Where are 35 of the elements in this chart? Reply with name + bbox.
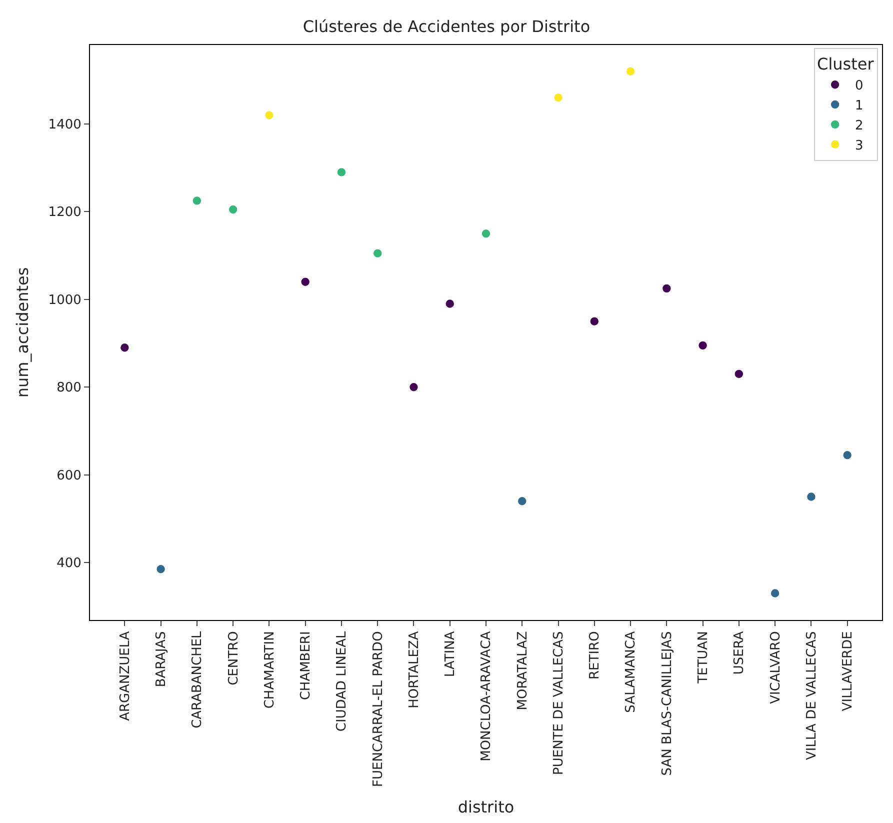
x-tick-label: MONCLOA-ARAVACA — [479, 631, 494, 762]
x-axis-title: distrito — [458, 798, 514, 817]
legend-label: 1 — [855, 98, 864, 114]
y-tick-label: 400 — [56, 556, 82, 572]
x-tick-label: SAN BLAS-CANILLEJAS — [660, 631, 675, 776]
x-tick-label: VILLAVERDE — [840, 631, 856, 712]
x-tick-label: RETIRO — [588, 631, 603, 680]
x-tick-label: ARGANZUELA — [118, 631, 133, 721]
y-axis-title: num_accidentes — [13, 267, 32, 398]
y-tick-label: 600 — [56, 468, 82, 484]
x-tick-label: FUENCARRAL-EL PARDO — [370, 631, 386, 788]
x-tick-label: MORATALAZ — [515, 631, 530, 710]
x-tick-label: CIUDAD LINEAL — [334, 630, 350, 732]
x-tick-label: BARAJAS — [154, 631, 170, 688]
x-tick-label: VICALVARO — [768, 631, 784, 704]
y-tick-label: 1000 — [48, 292, 82, 308]
legend-label: 3 — [855, 138, 864, 154]
y-tick-label: 800 — [56, 380, 82, 396]
x-tick-label: CENTRO — [226, 631, 242, 686]
x-tick-label: CHAMARTIN — [262, 631, 278, 709]
x-tick-label: PUENTE DE VALLECAS — [551, 631, 566, 776]
x-tick-label: SALAMANCA — [624, 631, 639, 713]
chart-title: Clústeres de Accidentes por Distrito — [302, 16, 590, 36]
x-tick-label: CHAMBERI — [298, 631, 314, 700]
y-tick-label: 1200 — [48, 205, 82, 220]
legend-title: Cluster — [817, 54, 874, 74]
x-tick-label: CARABANCHEL — [190, 630, 206, 728]
legend-label: 0 — [855, 78, 864, 94]
x-tick-label: USERA — [732, 631, 748, 675]
x-tick-label: VILLA DE VALLECAS — [804, 631, 820, 760]
y-tick-label: 1400 — [48, 118, 82, 132]
x-tick-label: TETUAN — [696, 631, 712, 684]
x-tick-label: HORTALEZA — [406, 631, 422, 708]
legend-label: 2 — [855, 118, 864, 134]
x-tick-label: LATINA — [443, 631, 458, 678]
